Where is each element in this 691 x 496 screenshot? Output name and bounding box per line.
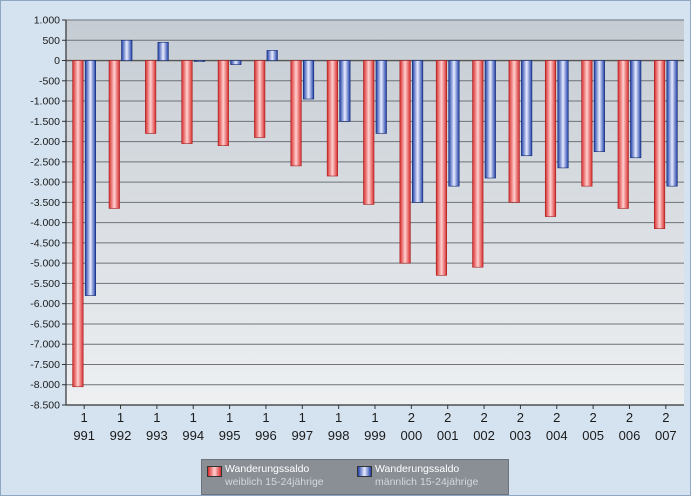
y-tick-label: -4.000 xyxy=(30,217,60,229)
x-tick-label-top: 2 xyxy=(480,410,487,425)
x-tick-label-top: 2 xyxy=(517,410,524,425)
x-tick-label-bottom: 994 xyxy=(182,428,204,443)
x-tick-label-bottom: 005 xyxy=(582,428,604,443)
bar-female xyxy=(217,60,229,146)
bar-male xyxy=(521,60,533,157)
y-tick-label: -3.000 xyxy=(30,177,60,189)
x-tick-label-top: 1 xyxy=(190,410,197,425)
y-tick-label: -500 xyxy=(39,75,60,87)
x-tick-label-bottom: 996 xyxy=(255,428,277,443)
legend-label-male: Wanderungssaldo xyxy=(375,463,460,475)
y-tick-label: -2.500 xyxy=(30,156,60,168)
legend-sublabel-male: männlich 15-24jährige xyxy=(375,476,479,488)
bar-female xyxy=(145,60,157,134)
y-tick-label: -7.500 xyxy=(30,359,60,371)
bar-female xyxy=(435,60,448,276)
x-tick-label-top: 1 xyxy=(81,410,88,425)
x-tick-label-top: 1 xyxy=(153,410,160,425)
x-tick-label-top: 2 xyxy=(662,410,669,425)
bar-male xyxy=(266,50,278,61)
bar-male xyxy=(121,39,133,61)
x-tick-label-bottom: 001 xyxy=(437,428,459,443)
y-tick-label: -5.500 xyxy=(30,278,60,290)
bar-female xyxy=(399,60,411,264)
x-tick-label-top: 1 xyxy=(335,410,342,425)
bar-male xyxy=(448,60,460,187)
x-tick-label-top: 1 xyxy=(371,410,378,425)
bar-female xyxy=(363,60,375,205)
bar-female xyxy=(617,60,629,209)
x-tick-label-top: 2 xyxy=(444,410,451,425)
x-tick-label-bottom: 997 xyxy=(291,428,313,443)
y-tick-label: 0 xyxy=(54,55,60,67)
y-tick-label: -8.000 xyxy=(30,379,60,391)
bar-chart: 1.000 500 0 -500 -1.000 -1.500 -2.000 -2.500 -3.… xyxy=(30,15,684,443)
x-tick-label-bottom: 992 xyxy=(110,428,132,443)
bar-male xyxy=(375,60,387,134)
x-tick-label-bottom: 004 xyxy=(546,428,568,443)
y-tick-label: -4.500 xyxy=(30,237,60,249)
bar-male xyxy=(484,60,496,179)
x-tick-label-top: 2 xyxy=(408,410,415,425)
bar-female xyxy=(72,60,84,388)
bar-female xyxy=(581,60,593,187)
y-tick-label: -1.500 xyxy=(30,116,60,128)
bar-male xyxy=(193,60,206,62)
y-tick-label: -7.000 xyxy=(30,339,60,351)
x-tick-label-bottom: 007 xyxy=(655,428,677,443)
x-tick-label-top: 2 xyxy=(626,410,633,425)
x-tick-label-bottom: 006 xyxy=(619,428,641,443)
x-tick-label-bottom: 003 xyxy=(510,428,532,443)
bar-female xyxy=(181,60,193,144)
x-tick-label-bottom: 000 xyxy=(401,428,423,443)
x-tick-label-bottom: 991 xyxy=(73,428,95,443)
x-tick-label-bottom: 993 xyxy=(146,428,168,443)
bar-male xyxy=(302,60,315,100)
x-tick-label-top: 1 xyxy=(117,410,124,425)
y-tick-label: -2.000 xyxy=(30,136,60,148)
bar-female xyxy=(544,60,557,217)
bar-female xyxy=(108,60,120,209)
x-tick-label-top: 1 xyxy=(226,410,233,425)
legend-swatch-female xyxy=(207,466,222,477)
y-tick-label: -3.500 xyxy=(30,197,60,209)
chart-legend: Wanderungssaldo weiblich 15-24jährige Wa… xyxy=(201,459,509,495)
bar-male xyxy=(339,60,351,122)
bar-male xyxy=(412,60,424,203)
y-tick-label: -5.000 xyxy=(30,258,60,270)
y-tick-label: 500 xyxy=(42,35,60,47)
legend-label-female: Wanderungssaldo xyxy=(225,463,310,475)
x-tick-label-bottom: 002 xyxy=(473,428,495,443)
bar-male xyxy=(230,60,242,65)
bar-female xyxy=(254,60,266,138)
legend-swatch-male xyxy=(357,466,372,477)
x-tick-label-top: 1 xyxy=(262,410,269,425)
bar-male xyxy=(630,60,642,159)
bar-male xyxy=(157,41,169,61)
bar-male xyxy=(666,60,678,187)
bar-female xyxy=(508,60,520,203)
y-tick-label: -6.000 xyxy=(30,298,60,310)
bar-female xyxy=(472,60,484,268)
plot-area xyxy=(66,20,684,405)
bar-male xyxy=(557,60,569,169)
y-tick-label: -6.500 xyxy=(30,318,60,330)
bar-female xyxy=(290,60,302,167)
bar-male xyxy=(84,60,96,296)
x-tick-label-top: 1 xyxy=(299,410,306,425)
bar-male xyxy=(593,60,605,153)
y-tick-label: -1.000 xyxy=(30,96,60,108)
x-tick-label-bottom: 995 xyxy=(219,428,241,443)
bar-female xyxy=(654,60,666,230)
x-tick-label-bottom: 998 xyxy=(328,428,350,443)
x-tick-label-top: 2 xyxy=(590,410,597,425)
y-tick-label: 1.000 xyxy=(34,15,60,27)
bar-female xyxy=(326,60,338,177)
legend-sublabel-female: weiblich 15-24jährige xyxy=(225,476,324,488)
y-tick-label: -8.500 xyxy=(30,400,60,412)
x-tick-label-top: 2 xyxy=(553,410,560,425)
x-tick-label-bottom: 999 xyxy=(364,428,386,443)
